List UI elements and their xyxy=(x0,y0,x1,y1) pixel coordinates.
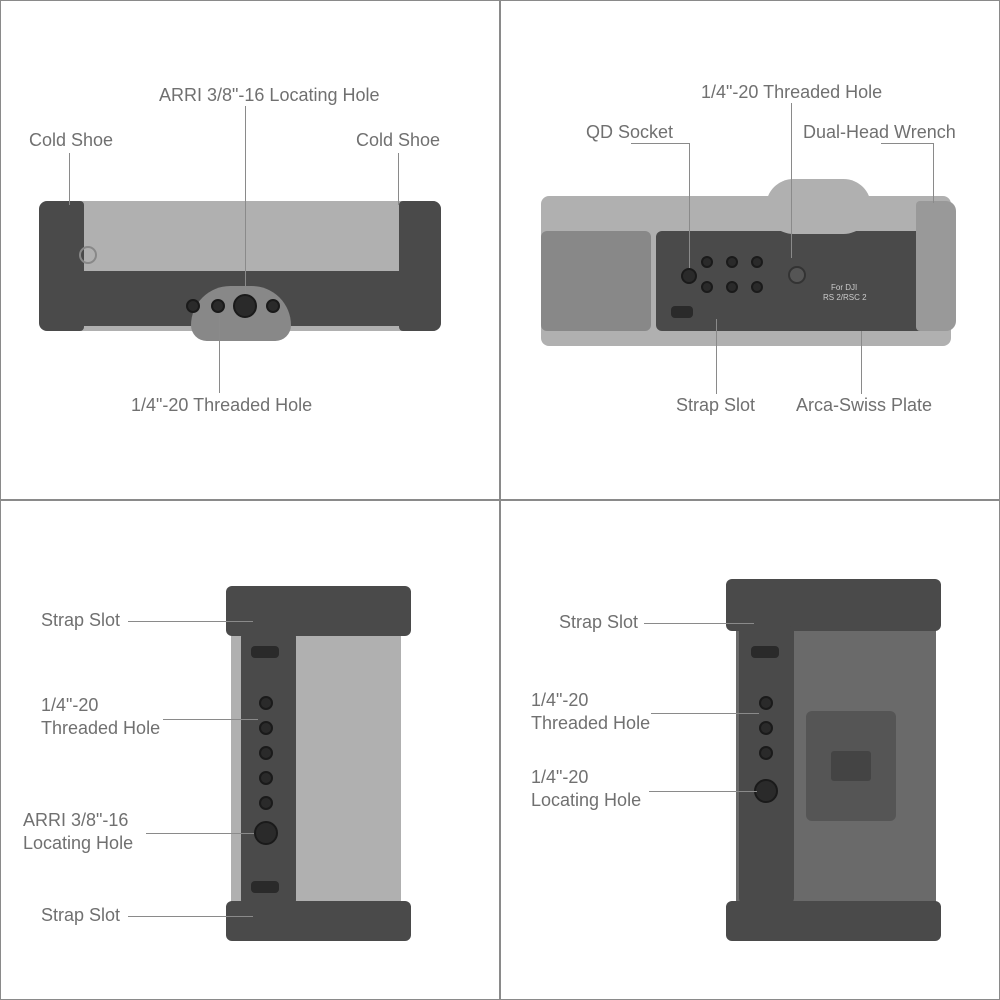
label-threaded-hole: 1/4"-20 Threaded Hole xyxy=(131,394,312,417)
sl-hole-1 xyxy=(259,696,273,710)
bottom-plate-bl xyxy=(226,901,411,941)
line-qd xyxy=(689,143,690,268)
line-wrench xyxy=(933,143,934,203)
center-screw xyxy=(788,266,806,284)
line-threaded xyxy=(219,313,220,393)
diagram-grid: Cold Shoe ARRI 3/8"-16 Locating Hole Col… xyxy=(0,0,1000,1000)
quadrant-top-right: For DJI RS 2/RSC 2 QD Socket 1/4"-20 Thr… xyxy=(500,0,1000,500)
hole-2 xyxy=(211,299,225,313)
label-strap-slot-bottom-bl: Strap Slot xyxy=(41,904,120,927)
label-strap-slot-br: Strap Slot xyxy=(559,611,638,634)
line-wrench-h xyxy=(881,143,933,144)
sl-strap-bottom xyxy=(251,881,279,893)
b-hole-1 xyxy=(701,256,713,268)
label-cold-shoe-right: Cold Shoe xyxy=(356,129,440,152)
screen-inner xyxy=(831,751,871,781)
right-cold-shoe-block xyxy=(399,201,441,331)
label-cold-shoe-left: Cold Shoe xyxy=(29,129,113,152)
sr-hole-2 xyxy=(759,721,773,735)
label-dual-head-wrench: Dual-Head Wrench xyxy=(803,121,956,144)
b-hole-5 xyxy=(726,281,738,293)
side-rail-bl xyxy=(241,631,296,906)
line-cold-shoe-left xyxy=(69,153,70,205)
line-strap-br xyxy=(644,623,754,624)
line-strap-bottom-bl xyxy=(128,916,253,917)
line-strap-top-bl xyxy=(128,621,253,622)
line-threaded-bl xyxy=(163,719,258,720)
qd-socket-hole xyxy=(681,268,697,284)
b-hole-3 xyxy=(751,256,763,268)
quadrant-bottom-right: Strap Slot 1/4"-20 Threaded Hole 1/4"-20… xyxy=(500,500,1000,1000)
sl-hole-2 xyxy=(259,721,273,735)
dji-text: For DJI xyxy=(831,283,857,292)
quadrant-bottom-left: Strap Slot 1/4"-20 Threaded Hole ARRI 3/… xyxy=(0,500,500,1000)
sl-hole-3 xyxy=(259,746,273,760)
sr-strap xyxy=(751,646,779,658)
label-locating-br: 1/4"-20 Locating Hole xyxy=(531,766,641,813)
bottom-plate-br xyxy=(726,901,941,941)
line-locating-br xyxy=(649,791,757,792)
side-rail-br xyxy=(739,626,794,904)
rs-text: RS 2/RSC 2 xyxy=(823,293,867,302)
wrench-holder xyxy=(916,201,956,331)
label-threaded-br: 1/4"-20 Threaded Hole xyxy=(531,689,650,736)
line-arri xyxy=(245,106,246,294)
line-threaded-br xyxy=(651,713,759,714)
dial-icon xyxy=(79,246,97,264)
top-rail-br xyxy=(726,579,941,631)
label-threaded-bl: 1/4"-20 Threaded Hole xyxy=(41,694,160,741)
line-arri-bl xyxy=(146,833,254,834)
line-strap-tr xyxy=(716,319,717,394)
label-qd-socket: QD Socket xyxy=(586,121,673,144)
sr-loc-hole xyxy=(754,779,778,803)
sl-hole-4 xyxy=(259,771,273,785)
label-strap-slot-top-bl: Strap Slot xyxy=(41,609,120,632)
line-qd-h xyxy=(631,143,689,144)
sl-hole-5 xyxy=(259,796,273,810)
line-cold-shoe-right xyxy=(398,153,399,205)
label-arri-bl: ARRI 3/8"-16 Locating Hole xyxy=(23,809,133,856)
sl-strap-top xyxy=(251,646,279,658)
hole-1 xyxy=(186,299,200,313)
strap-slot-shape xyxy=(671,306,693,318)
line-threaded-tr xyxy=(791,103,792,258)
arri-hole xyxy=(233,294,257,318)
sl-arri-hole xyxy=(254,821,278,845)
label-strap-slot-tr: Strap Slot xyxy=(676,394,755,417)
quadrant-top-left: Cold Shoe ARRI 3/8"-16 Locating Hole Col… xyxy=(0,0,500,500)
b-hole-4 xyxy=(701,281,713,293)
battery-door xyxy=(541,231,651,331)
b-hole-6 xyxy=(751,281,763,293)
top-rail-bl xyxy=(226,586,411,636)
label-threaded-hole-tr: 1/4"-20 Threaded Hole xyxy=(701,81,882,104)
sr-hole-3 xyxy=(759,746,773,760)
sr-hole-1 xyxy=(759,696,773,710)
hole-3 xyxy=(266,299,280,313)
line-arca xyxy=(861,331,862,394)
label-arca-swiss: Arca-Swiss Plate xyxy=(796,394,932,417)
label-arri-locating: ARRI 3/8"-16 Locating Hole xyxy=(159,84,380,107)
left-cold-shoe-block xyxy=(39,201,84,331)
b-hole-2 xyxy=(726,256,738,268)
lens-mount-bottom xyxy=(766,179,871,234)
